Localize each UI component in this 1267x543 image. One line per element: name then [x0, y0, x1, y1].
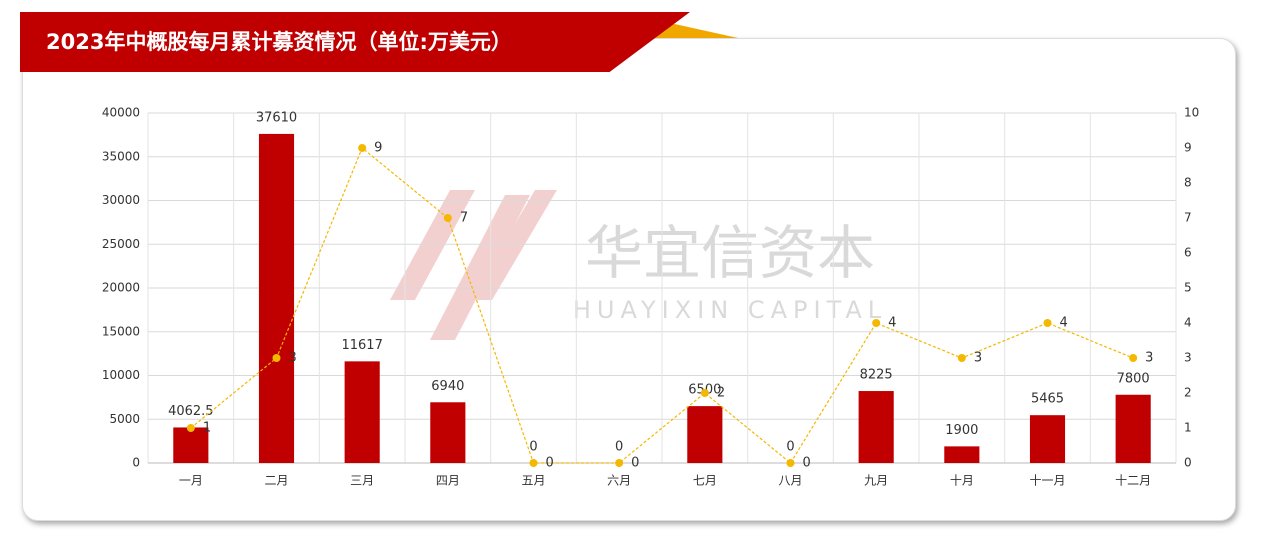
bar — [687, 406, 723, 463]
bar — [344, 361, 380, 463]
line-value-label: 0 — [803, 456, 811, 471]
y2-tick-label: 2 — [1184, 386, 1192, 400]
line-value-label: 3 — [289, 351, 297, 366]
x-tick-label: 一月 — [179, 474, 203, 488]
line-value-label: 4 — [888, 316, 896, 331]
bar-value-label: 0 — [615, 440, 623, 455]
line-point — [1043, 319, 1052, 327]
line-value-label: 3 — [1145, 351, 1153, 366]
x-tick-label: 六月 — [607, 474, 631, 488]
line-value-label: 4 — [1060, 316, 1068, 331]
x-tick-label: 十二月 — [1115, 474, 1151, 488]
line — [190, 147, 1134, 464]
x-tick-label: 二月 — [264, 474, 288, 488]
y-tick-label: 5000 — [109, 412, 140, 426]
bar — [944, 446, 980, 463]
watermark-subtext: HUAYIXIN CAPITAL — [573, 296, 887, 324]
y2-tick-label: 6 — [1184, 246, 1192, 260]
y2-tick-label: 3 — [1184, 351, 1192, 365]
bar-value-label: 6940 — [431, 379, 464, 394]
line-value-label: 9 — [374, 141, 382, 156]
bar — [173, 427, 209, 463]
bar — [430, 402, 466, 463]
y-tick-label: 25000 — [102, 237, 140, 251]
bar-value-label: 0 — [786, 440, 794, 455]
bar — [1115, 394, 1151, 463]
bar-value-label: 1900 — [945, 423, 978, 438]
bar-value-label: 37610 — [256, 110, 297, 125]
x-tick-label: 五月 — [521, 474, 545, 488]
y-tick-label: 15000 — [102, 324, 140, 338]
x-tick-label: 九月 — [864, 474, 888, 488]
bar-value-label: 4062.5 — [168, 404, 214, 419]
y-tick-label: 10000 — [102, 368, 140, 382]
y2-tick-label: 8 — [1184, 176, 1192, 190]
line-value-label: 0 — [631, 456, 639, 471]
y2-tick-label: 4 — [1184, 316, 1192, 330]
line-point — [443, 214, 452, 222]
bar — [258, 133, 295, 463]
y2-tick-label: 5 — [1184, 281, 1192, 295]
x-tick-label: 四月 — [436, 474, 460, 488]
watermark-text: 华宜信资本 — [585, 219, 875, 287]
y-tick-label: 20000 — [102, 281, 140, 295]
y-tick-label: 35000 — [102, 149, 140, 163]
y2-tick-label: 9 — [1184, 141, 1192, 155]
x-tick-label: 七月 — [693, 474, 717, 488]
watermark-logo — [390, 190, 557, 340]
x-tick-label: 十月 — [950, 474, 974, 488]
bar-value-label: 11617 — [341, 338, 382, 353]
line-point — [529, 459, 538, 467]
y2-tick-label: 0 — [1184, 456, 1192, 470]
line-point — [872, 319, 881, 327]
title-banner — [20, 12, 690, 72]
line-point — [272, 354, 281, 362]
line-point — [786, 459, 795, 467]
line-point — [700, 389, 709, 397]
line-value-label: 2 — [717, 386, 725, 401]
y-tick-label: 30000 — [102, 193, 140, 207]
bar — [858, 391, 894, 463]
x-tick-label: 三月 — [350, 474, 374, 488]
y2-tick-label: 10 — [1184, 106, 1199, 120]
line-point — [1129, 354, 1138, 362]
line-point — [615, 459, 624, 467]
line-value-label: 3 — [974, 351, 982, 366]
line-point — [358, 144, 367, 152]
x-tick-label: 八月 — [778, 474, 802, 488]
y-tick-label: 40000 — [102, 106, 140, 120]
line-value-label: 7 — [460, 211, 468, 226]
line-value-label: 1 — [203, 421, 211, 436]
bar-value-label: 8225 — [860, 368, 893, 383]
y2-tick-label: 7 — [1184, 211, 1192, 225]
bar-value-label: 5465 — [1031, 392, 1064, 407]
chart-title: 2023年中概股每月累计募资情况（单位:万美元） — [46, 30, 512, 54]
line-value-label: 0 — [546, 456, 554, 471]
y2-tick-label: 1 — [1184, 421, 1192, 435]
bar-value-label: 7800 — [1117, 371, 1150, 386]
bar-value-label: 0 — [529, 440, 537, 455]
x-tick-label: 十一月 — [1029, 474, 1065, 488]
line-point — [957, 354, 966, 362]
y-tick-label: 0 — [132, 456, 140, 470]
line-point — [186, 424, 195, 432]
bar — [1029, 415, 1066, 463]
